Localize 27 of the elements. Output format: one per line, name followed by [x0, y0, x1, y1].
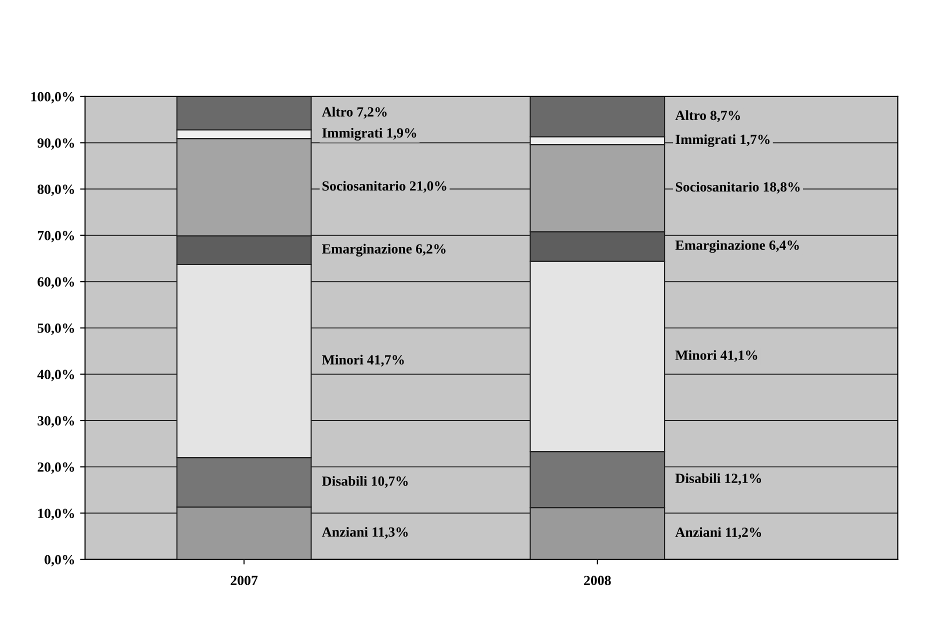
text: Anziani 11,2% [675, 527, 762, 539]
text: Minori 41,1% [675, 350, 758, 362]
text: Altro 8,7% [675, 110, 740, 122]
text: Disabili 12,1% [675, 473, 762, 486]
x-tick-label: 2008 [584, 576, 611, 586]
y-tick-label: 90,0% [38, 138, 74, 150]
y-tick-label: 60,0% [38, 277, 74, 289]
y-tick-label: 70,0% [38, 230, 74, 242]
y-tick-label: 100,0% [31, 92, 74, 104]
y-tick-label: 10,0% [38, 508, 74, 520]
text: Sociosanitario 21,0% [322, 180, 446, 193]
text: Immigrati 1,7% [676, 134, 770, 148]
x-tick-label: 2007 [230, 576, 258, 586]
text: Emarginazione 6,2% [322, 244, 446, 257]
text: Minori 41,7% [322, 354, 404, 367]
text: Sociosanitario 18,8% [676, 182, 800, 194]
y-tick-label: 80,0% [38, 184, 74, 196]
y-tick-label: 50,0% [38, 324, 74, 335]
y-tick-label: 30,0% [38, 416, 74, 428]
y-tick-label: 20,0% [38, 462, 74, 474]
text: Emarginazione 6,4% [675, 240, 799, 253]
text: Altro 7,2% [322, 106, 387, 119]
y-tick-label: 40,0% [37, 370, 74, 382]
text: Disabili 10,7% [322, 476, 408, 488]
text: Anziani 11,3% [322, 526, 408, 539]
y-tick-label: 0,0% [44, 554, 74, 566]
text: Immigrati 1,9% [322, 128, 416, 141]
